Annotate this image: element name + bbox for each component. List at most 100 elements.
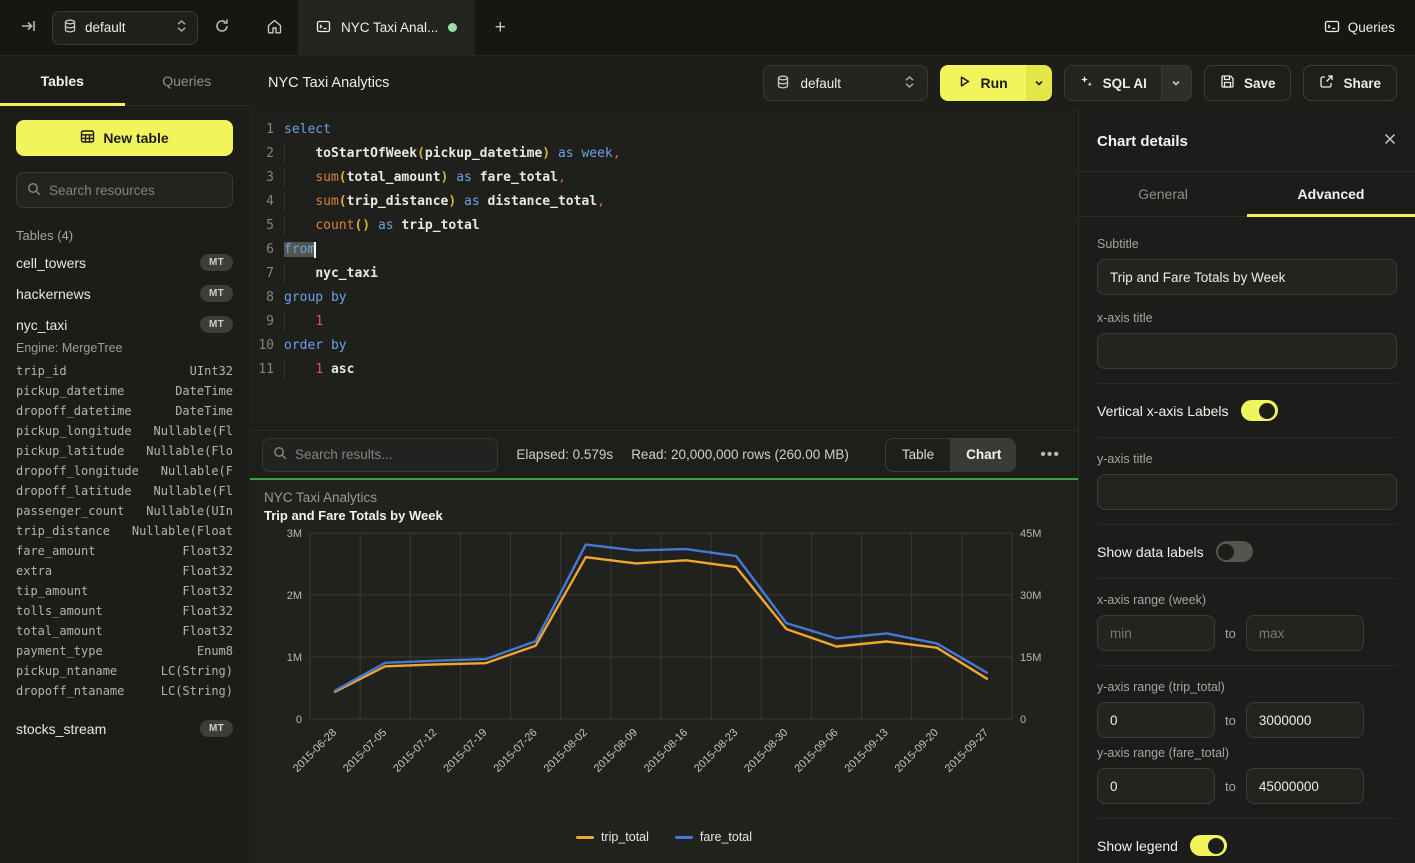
editor-line[interactable]: 3 sum(total_amount) as fare_total, [250, 166, 1078, 190]
column-row[interactable]: pickup_latitude Nullable(Flo [16, 441, 233, 461]
sql-ai-options-button[interactable] [1160, 66, 1191, 100]
sidebar-tab-queries[interactable]: Queries [125, 56, 250, 105]
divider [1097, 578, 1397, 580]
share-button[interactable]: Share [1303, 65, 1397, 101]
home-button[interactable] [250, 0, 298, 55]
run-options-button[interactable] [1025, 65, 1052, 101]
database-selector[interactable]: default [52, 10, 198, 45]
legend-item-trip_total[interactable]: trip_total [575, 830, 649, 844]
y-range-trip-max-input[interactable] [1245, 702, 1364, 739]
run-button-label: Run [980, 75, 1008, 91]
column-row[interactable]: dropoff_ntaname LC(String) [16, 681, 233, 701]
y-axis-title-input[interactable] [1097, 474, 1397, 511]
column-row[interactable]: pickup_datetime DateTime [16, 381, 233, 401]
show-data-labels-row: Show data labels [1097, 539, 1397, 564]
column-row[interactable]: fare_amount Float32 [16, 541, 233, 561]
sql-ai-label: SQL AI [1102, 75, 1147, 91]
new-table-button[interactable]: New table [16, 120, 233, 156]
more-options-button[interactable]: ••• [1034, 446, 1066, 464]
y-range-fare-max-input[interactable] [1245, 768, 1364, 805]
results-search-input[interactable] [295, 447, 488, 462]
line-number: 4 [266, 194, 274, 209]
table-row-hackernews[interactable]: hackernews MT [16, 278, 233, 309]
collapse-sidebar-icon [20, 18, 36, 37]
editor-line[interactable]: 10 order by [250, 334, 1078, 358]
run-button[interactable]: Run [940, 65, 1026, 101]
line-number: 8 [266, 290, 274, 305]
svg-text:2015-09-27: 2015-09-27 [943, 727, 991, 775]
subtitle-input[interactable] [1097, 259, 1397, 296]
column-type: DateTime [175, 404, 233, 418]
editor-line[interactable]: 6 from [250, 238, 1078, 262]
close-panel-button[interactable] [1383, 132, 1397, 151]
chart-details-tabs: General Advanced [1079, 172, 1415, 218]
tab-advanced[interactable]: Advanced [1247, 172, 1415, 218]
sql-ai-button[interactable]: SQL AI [1064, 66, 1161, 100]
column-row[interactable]: trip_id UInt32 [16, 361, 233, 381]
column-type: Float32 [182, 584, 233, 598]
column-row[interactable]: pickup_longitude Nullable(Fl [16, 421, 233, 441]
collapse-sidebar-button[interactable] [14, 14, 42, 42]
column-row[interactable]: passenger_count Nullable(UIn [16, 501, 233, 521]
column-row[interactable]: dropoff_longitude Nullable(F [16, 461, 233, 481]
svg-text:2015-06-28: 2015-06-28 [291, 727, 339, 775]
engine-badge: MT [199, 254, 233, 271]
refresh-button[interactable] [208, 14, 236, 42]
queries-button-label: Queries [1347, 20, 1395, 35]
tab-general[interactable]: General [1079, 172, 1247, 216]
column-row[interactable]: trip_distance Nullable(Float [16, 521, 233, 541]
column-row[interactable]: tip_amount Float32 [16, 581, 233, 601]
database-icon [776, 75, 790, 92]
column-row[interactable]: pickup_ntaname LC(String) [16, 661, 233, 681]
editor-line[interactable]: 2 toStartOfWeek(pickup_datetime) as week… [250, 142, 1078, 166]
legend-label: fare_total [699, 830, 753, 844]
column-row[interactable]: tolls_amount Float32 [16, 601, 233, 621]
x-axis-title-label: x-axis title [1097, 311, 1153, 326]
svg-text:1M: 1M [287, 652, 302, 664]
legend-item-fare_total[interactable]: fare_total [674, 830, 753, 844]
queries-button[interactable]: Queries [1324, 19, 1395, 37]
table-row-cell-towers[interactable]: cell_towers MT [16, 247, 233, 278]
column-row[interactable]: total_amount Float32 [16, 621, 233, 641]
toolbar-database-selector[interactable]: default [763, 65, 929, 101]
editor-line[interactable]: 11 1 asc [250, 358, 1078, 382]
sidebar-tab-tables[interactable]: Tables [0, 56, 125, 106]
line-number: 6 [266, 242, 274, 257]
new-tab-button[interactable]: + [476, 0, 524, 55]
column-name: total_amount [16, 624, 103, 638]
view-toggle-table[interactable]: Table [886, 439, 950, 471]
column-row[interactable]: dropoff_latitude Nullable(Fl [16, 481, 233, 501]
x-axis-range-row: to [1097, 615, 1397, 652]
sparkle-icon [1079, 74, 1094, 92]
editor-line[interactable]: 7 nyc_taxi [250, 262, 1078, 286]
sidebar-search-input[interactable] [49, 182, 222, 198]
query-tab-nyc-taxi-analytics[interactable]: NYC Taxi Anal... [298, 0, 477, 55]
code-text: nyc_taxi [284, 262, 378, 286]
x-range-min-input[interactable] [1097, 615, 1215, 652]
y-range-fare-min-input[interactable] [1097, 768, 1215, 805]
y-range-trip-min-input[interactable] [1097, 702, 1215, 739]
x-axis-range-label: x-axis range (week) [1097, 593, 1207, 608]
editor-line[interactable]: 1 select [250, 118, 1078, 142]
column-row[interactable]: dropoff_datetime DateTime [16, 401, 233, 421]
vertical-x-axis-labels-toggle[interactable] [1240, 400, 1278, 422]
column-row[interactable]: payment_type Enum8 [16, 641, 233, 661]
column-row[interactable]: extra Float32 [16, 561, 233, 581]
view-toggle-chart[interactable]: Chart [950, 438, 1016, 471]
editor-line[interactable]: 8 group by [250, 286, 1078, 310]
editor-line[interactable]: 4 sum(trip_distance) as distance_total, [250, 190, 1078, 214]
editor-line[interactable]: 5 count() as trip_total [250, 214, 1078, 238]
editor-line[interactable]: 9 1 [250, 310, 1078, 334]
table-row-nyc-taxi[interactable]: nyc_taxi MT [16, 309, 233, 340]
x-range-max-input[interactable] [1245, 615, 1364, 652]
sql-editor[interactable]: 1 select 2 toStartOfWeek(pickup_datetime) … [250, 110, 1078, 430]
svg-text:2015-08-16: 2015-08-16 [642, 727, 690, 775]
query-toolbar: NYC Taxi Analytics default Run [250, 56, 1415, 110]
x-axis-title-input[interactable] [1097, 333, 1397, 370]
save-button[interactable]: Save [1203, 65, 1292, 101]
legend-dash [674, 835, 693, 839]
table-row-stocks-stream[interactable]: stocks_stream MT [16, 713, 233, 744]
show-data-labels-toggle[interactable] [1215, 541, 1253, 563]
show-legend-toggle[interactable] [1189, 835, 1227, 857]
chart-details-header: Chart details [1079, 110, 1415, 172]
